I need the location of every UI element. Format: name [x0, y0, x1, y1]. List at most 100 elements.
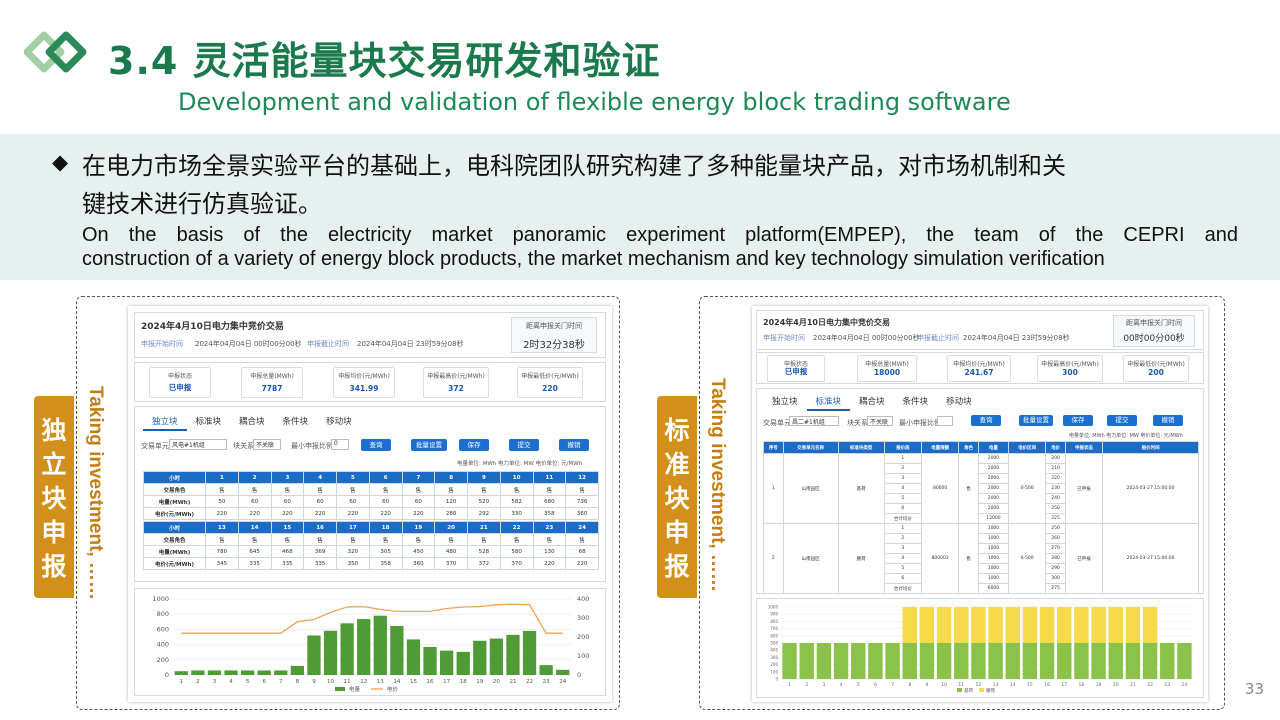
tab-mobile-block[interactable]: 移动块 — [326, 417, 352, 427]
table-cell[interactable]: 售 — [565, 533, 599, 546]
table-cell[interactable]: 450 — [401, 545, 436, 558]
table-cell[interactable]: 369 — [303, 545, 337, 558]
table-cell[interactable]: 220 — [401, 507, 436, 520]
quantity-cell[interactable]: 1000 — [977, 523, 1009, 534]
tab-independent-block[interactable]: 独立块 — [772, 397, 798, 407]
table-cell[interactable]: 680 — [532, 495, 567, 508]
tab-independent-block[interactable]: 独立块 — [143, 413, 187, 431]
min-input[interactable] — [937, 416, 953, 426]
quantity-cell[interactable]: 2000 — [977, 503, 1009, 514]
tab-mobile-block[interactable]: 移动块 — [946, 397, 972, 407]
table-cell[interactable]: 售 — [532, 533, 567, 546]
quantity-cell[interactable]: 2000 — [977, 463, 1009, 474]
table-cell[interactable]: 60 — [368, 495, 403, 508]
unit-select[interactable]: 风电#1机组 — [169, 439, 227, 450]
table-cell[interactable]: 120 — [434, 495, 468, 508]
quantity-cell[interactable]: 2000 — [977, 493, 1009, 504]
table-cell[interactable]: 售 — [499, 533, 534, 546]
table-cell[interactable]: 售 — [401, 533, 436, 546]
table-cell[interactable]: 582 — [499, 495, 534, 508]
table-cell[interactable]: 售 — [270, 533, 305, 546]
table-cell[interactable]: 345 — [205, 557, 239, 570]
table-cell[interactable]: 528 — [467, 545, 501, 558]
tab-coupled-block[interactable]: 耦合块 — [239, 417, 265, 427]
table-cell[interactable]: 60 — [270, 495, 305, 508]
price-cell[interactable]: 290 — [1045, 563, 1066, 574]
submit-button[interactable]: 提交 — [1107, 415, 1137, 426]
table-cell[interactable]: 售 — [368, 533, 403, 546]
table-cell[interactable]: 220 — [205, 507, 239, 520]
table-cell[interactable]: 360 — [565, 507, 599, 520]
table-cell[interactable]: 330 — [499, 507, 534, 520]
price-cell[interactable]: 225 — [1045, 513, 1066, 524]
table-cell[interactable]: 50 — [205, 495, 239, 508]
table-cell[interactable]: 292 — [467, 507, 501, 520]
table-cell[interactable]: 60 — [303, 495, 337, 508]
quantity-cell[interactable]: 1000 — [977, 533, 1009, 544]
quantity-cell[interactable]: 1000 — [977, 573, 1009, 584]
table-cell[interactable]: 220 — [303, 507, 337, 520]
table-cell[interactable]: 60 — [401, 495, 436, 508]
quantity-cell[interactable]: 6000 — [977, 583, 1009, 594]
table-cell[interactable]: 335 — [237, 557, 272, 570]
quantity-cell[interactable]: 2000 — [977, 483, 1009, 494]
quantity-cell[interactable]: 12000 — [977, 513, 1009, 524]
tab-standard-block[interactable]: 标准块 — [195, 417, 222, 427]
price-cell[interactable]: 250 — [1045, 523, 1066, 534]
table-cell[interactable]: 280 — [434, 507, 468, 520]
table-cell[interactable]: 736 — [565, 495, 599, 508]
table-cell[interactable]: 335 — [303, 557, 337, 570]
price-cell[interactable]: 275 — [1045, 583, 1066, 594]
table-cell[interactable]: 售 — [467, 483, 501, 496]
min-input[interactable]: 0 — [331, 439, 349, 450]
save-button[interactable]: 保存 — [1063, 415, 1093, 426]
table-cell[interactable]: 售 — [368, 483, 403, 496]
query-button[interactable]: 查询 — [971, 415, 1001, 426]
table-cell[interactable]: 售 — [237, 533, 272, 546]
table-cell[interactable]: 358 — [368, 557, 403, 570]
table-cell[interactable]: 220 — [565, 557, 599, 570]
table-cell[interactable]: 售 — [532, 483, 567, 496]
table-cell[interactable]: 售 — [499, 483, 534, 496]
table-cell[interactable]: 售 — [237, 483, 272, 496]
table-cell[interactable]: 售 — [565, 483, 599, 496]
table-cell[interactable]: 130 — [532, 545, 567, 558]
table-cell[interactable]: 售 — [336, 533, 370, 546]
table-cell[interactable]: 645 — [237, 545, 272, 558]
table-cell[interactable]: 320 — [336, 545, 370, 558]
table-cell[interactable]: 468 — [270, 545, 305, 558]
table-cell[interactable]: 60 — [237, 495, 272, 508]
table-cell[interactable]: 68 — [565, 545, 599, 558]
price-cell[interactable]: 200 — [1045, 453, 1066, 464]
quantity-cell[interactable]: 1000 — [977, 543, 1009, 554]
table-cell[interactable]: 220 — [532, 557, 567, 570]
quantity-cell[interactable]: 1000 — [977, 553, 1009, 564]
price-cell[interactable]: 250 — [1045, 503, 1066, 514]
price-cell[interactable]: 210 — [1045, 463, 1066, 474]
table-cell[interactable]: 售 — [434, 533, 468, 546]
table-cell[interactable]: 372 — [467, 557, 501, 570]
tab-conditional-block[interactable]: 条件块 — [902, 397, 929, 407]
table-cell[interactable]: 220 — [336, 507, 370, 520]
table-cell[interactable]: 370 — [434, 557, 468, 570]
tab-coupled-block[interactable]: 耦合块 — [859, 397, 885, 407]
table-cell[interactable]: 220 — [270, 507, 305, 520]
table-cell[interactable]: 520 — [467, 495, 501, 508]
table-cell[interactable]: 335 — [270, 557, 305, 570]
price-cell[interactable]: 220 — [1045, 473, 1066, 484]
lock-select[interactable]: 不关联 — [867, 416, 893, 426]
table-cell[interactable]: 580 — [499, 545, 534, 558]
unit-select[interactable]: 昌二#1机组 — [789, 416, 839, 426]
tab-standard-block[interactable]: 标准块 — [806, 393, 851, 411]
table-cell[interactable]: 370 — [499, 557, 534, 570]
table-cell[interactable]: 350 — [336, 557, 370, 570]
table-cell[interactable]: 220 — [368, 507, 403, 520]
revoke-button[interactable]: 撤销 — [559, 439, 589, 451]
table-cell[interactable]: 305 — [368, 545, 403, 558]
quantity-cell[interactable]: 2000 — [977, 473, 1009, 484]
quantity-cell[interactable]: 2000 — [977, 453, 1009, 464]
table-cell[interactable]: 60 — [336, 495, 370, 508]
submit-button[interactable]: 提交 — [509, 439, 539, 451]
price-cell[interactable]: 300 — [1045, 573, 1066, 584]
price-cell[interactable]: 240 — [1045, 493, 1066, 504]
